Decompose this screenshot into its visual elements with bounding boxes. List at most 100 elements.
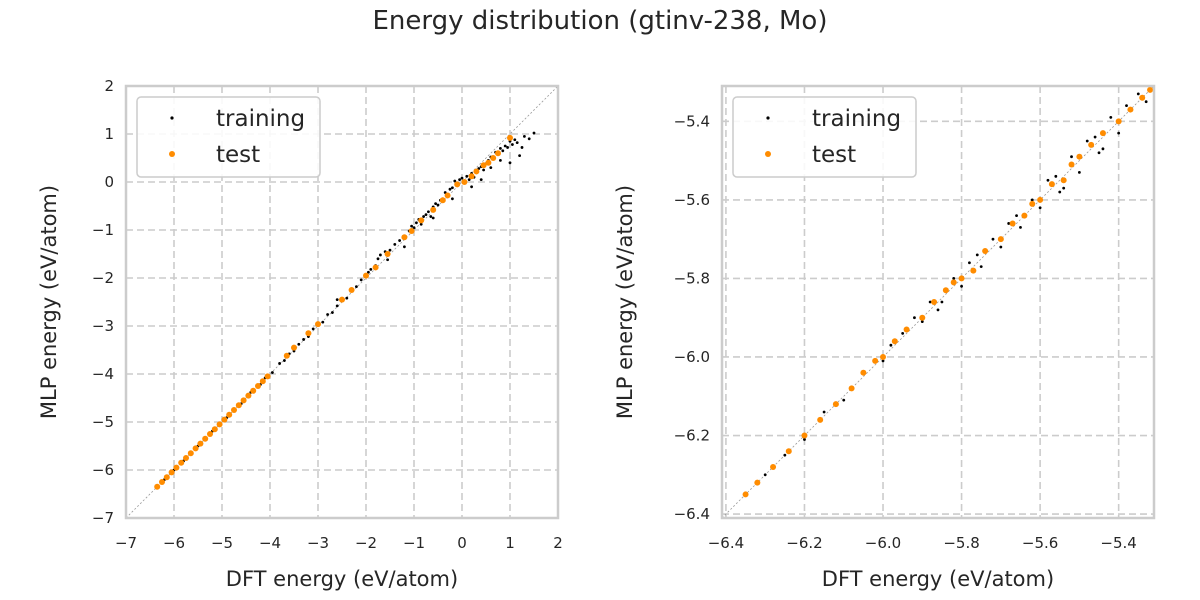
- test-point: [507, 134, 513, 141]
- training-point: [1062, 186, 1066, 190]
- test-point: [958, 275, 965, 282]
- test-point: [817, 416, 824, 423]
- training-point: [479, 178, 483, 182]
- training-point: [451, 197, 454, 201]
- legend-box: [732, 96, 917, 178]
- test-point: [485, 159, 492, 166]
- test-point: [418, 217, 425, 224]
- training-point: [527, 137, 531, 141]
- test-point: [291, 344, 297, 351]
- test-point: [770, 463, 777, 470]
- test-point: [226, 411, 233, 418]
- y-tick-label: −1: [92, 221, 114, 239]
- training-point: [783, 453, 787, 457]
- test-point: [259, 378, 266, 385]
- test-point: [1139, 94, 1146, 101]
- test-point: [785, 448, 792, 455]
- training-point: [1015, 214, 1018, 218]
- test-point: [754, 479, 761, 486]
- training-point: [822, 410, 826, 414]
- legend: training test: [732, 96, 917, 178]
- x-tick-label: −3: [307, 534, 329, 552]
- training-point: [412, 226, 416, 230]
- training-point: [1046, 178, 1050, 182]
- test-point: [408, 227, 415, 234]
- training-point: [335, 298, 339, 301]
- x-tick-label: −6.0: [865, 534, 901, 552]
- test-point: [250, 387, 257, 394]
- test-point: [439, 197, 446, 204]
- training-point: [388, 248, 392, 252]
- training-point: [901, 332, 905, 335]
- training-point: [1117, 131, 1121, 135]
- test-point: [255, 383, 261, 389]
- x-tick-label: 1: [505, 534, 515, 552]
- test-point: [211, 426, 218, 433]
- series-test: [742, 86, 1154, 498]
- y-tick-label: −6.0: [674, 348, 710, 366]
- test-point: [430, 206, 437, 213]
- y-tick-label: 0: [104, 173, 114, 191]
- test-point: [801, 432, 808, 439]
- training-point: [458, 178, 461, 182]
- test-point: [163, 474, 170, 481]
- test-point: [832, 401, 839, 408]
- test-point: [231, 407, 237, 413]
- y-tick-label: −3: [92, 317, 114, 335]
- test-point: [1009, 220, 1016, 227]
- test-point: [872, 357, 879, 364]
- test-point: [197, 440, 204, 447]
- training-point: [979, 265, 983, 269]
- test-point: [1048, 181, 1055, 188]
- legend-label-test: test: [812, 142, 856, 168]
- test-point: [880, 353, 887, 360]
- training-point: [393, 243, 397, 246]
- training-point: [928, 300, 932, 304]
- training-point: [532, 131, 536, 135]
- x-tick-label: −6.4: [708, 534, 744, 552]
- legend-marker-training: [170, 116, 174, 120]
- test-point: [1029, 200, 1036, 207]
- test-point: [1076, 153, 1083, 160]
- test-point: [1127, 106, 1134, 113]
- training-point: [1136, 92, 1140, 96]
- training-point: [271, 371, 274, 374]
- training-point: [975, 253, 979, 257]
- training-point: [415, 221, 418, 225]
- training-point: [1038, 206, 1042, 210]
- training-point: [379, 253, 382, 257]
- training-point: [1085, 139, 1089, 143]
- training-point: [763, 473, 767, 477]
- x-tick-label: −5.4: [1100, 534, 1136, 552]
- test-point: [891, 338, 898, 345]
- training-point: [506, 146, 509, 149]
- training-point: [297, 342, 301, 346]
- training-point: [376, 257, 380, 261]
- test-point: [401, 234, 408, 241]
- test-point: [860, 369, 867, 376]
- legend-box: [136, 96, 321, 178]
- y-tick-label: −7: [92, 509, 114, 527]
- plot-frame: [720, 84, 1156, 520]
- x-tick-label: 0: [457, 534, 467, 552]
- legend-marker-training: [766, 116, 770, 120]
- y-axis-label: MLP energy (eV/atom): [613, 185, 637, 419]
- y-tick-label: −6.4: [674, 505, 710, 523]
- training-point: [331, 311, 334, 314]
- training-point: [386, 258, 389, 262]
- training-point: [960, 284, 963, 288]
- training-point: [913, 316, 916, 320]
- training-point: [278, 362, 281, 365]
- test-point: [950, 279, 957, 286]
- test-point: [339, 296, 345, 303]
- test-point: [490, 155, 497, 161]
- training-point: [453, 179, 457, 183]
- test-point: [159, 479, 165, 485]
- test-point: [1068, 161, 1075, 168]
- training-point: [1070, 155, 1073, 159]
- training-point: [920, 320, 924, 324]
- training-point: [968, 261, 971, 265]
- training-point: [467, 178, 471, 182]
- training-point: [283, 359, 286, 362]
